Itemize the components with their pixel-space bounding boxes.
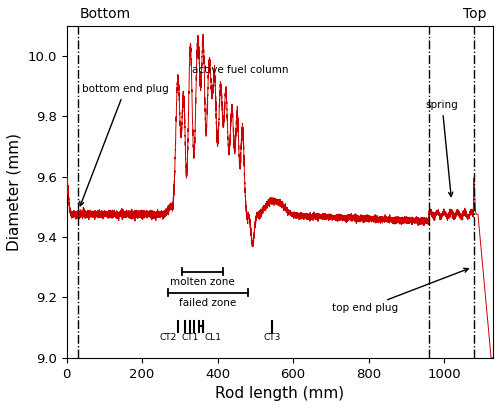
Text: Bottom: Bottom [80,7,130,21]
Text: Top: Top [463,7,486,21]
X-axis label: Rod length (mm): Rod length (mm) [216,386,344,401]
Text: active fuel column: active fuel column [192,65,288,75]
Text: CT1: CT1 [182,333,198,342]
Y-axis label: Diameter (mm): Diameter (mm) [7,133,22,251]
Text: spring: spring [426,100,458,197]
Text: bottom end plug: bottom end plug [80,84,168,206]
Text: failed zone: failed zone [180,298,236,308]
Text: top end plug: top end plug [332,268,468,313]
Text: molten zone: molten zone [170,277,235,287]
Text: CT3: CT3 [264,333,281,342]
Text: CT2: CT2 [160,333,177,342]
Text: CL1: CL1 [204,333,222,342]
